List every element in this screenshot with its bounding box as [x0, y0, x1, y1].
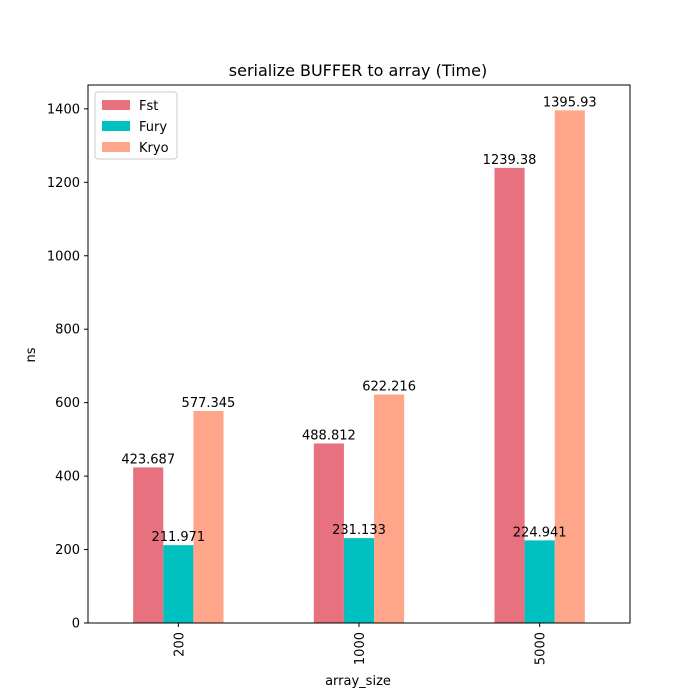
- legend: Fst Fury Kryo: [94, 91, 178, 160]
- y-axis-label: ns: [24, 347, 39, 362]
- bar-kryo-200: [193, 410, 224, 623]
- data-label-kryo-200: 577.345: [182, 396, 236, 411]
- data-label-fury-1000: 231.133: [332, 523, 386, 538]
- y-tick-label: 600: [55, 396, 80, 411]
- data-label-fst-5000: 1239.38: [483, 153, 537, 168]
- bar-fst-5000: [494, 167, 525, 624]
- y-tick-label: 200: [55, 543, 80, 558]
- legend-swatch-fst: [102, 100, 130, 110]
- legend-swatch-kryo: [102, 142, 130, 152]
- y-tick-label: 1200: [47, 176, 80, 191]
- data-label-fury-5000: 224.941: [513, 525, 567, 540]
- bar-fst-200: [133, 467, 164, 623]
- y-tick-label: 1000: [47, 249, 80, 264]
- legend-swatch-fury: [102, 121, 130, 131]
- data-label-fury-200: 211.971: [151, 530, 205, 545]
- plot-area: 423.687 488.812 1239.38 211.971 231.133 224.9…: [47, 84, 631, 665]
- y-tick-label: 400: [55, 470, 80, 485]
- bar-kryo-5000: [554, 110, 585, 624]
- y-tick-label: 0: [72, 617, 80, 632]
- x-axis-label: array_size: [325, 674, 391, 689]
- x-tick-label: 1000: [353, 632, 368, 665]
- x-tick-label: 200: [172, 632, 187, 657]
- chart-title: serialize BUFFER to array (Time): [229, 61, 487, 80]
- bar-fury-5000: [524, 540, 555, 623]
- bar-fury-200: [163, 545, 194, 623]
- bar-fury-1000: [343, 538, 375, 623]
- data-label-fst-1000: 488.812: [302, 428, 356, 443]
- bar-kryo-1000: [374, 394, 405, 623]
- y-tick-label: 1400: [47, 102, 80, 117]
- data-label-kryo-5000: 1395.93: [543, 95, 597, 110]
- y-tick-label: 800: [55, 323, 80, 338]
- data-label-kryo-1000: 622.216: [362, 380, 416, 395]
- bar-fst-1000: [313, 443, 344, 623]
- legend-label-kryo: Kryo: [139, 141, 169, 156]
- legend-label-fst: Fst: [139, 99, 158, 114]
- data-label-fst-200: 423.687: [121, 452, 175, 467]
- legend-label-fury: Fury: [139, 120, 167, 135]
- x-tick-label: 5000: [534, 632, 549, 665]
